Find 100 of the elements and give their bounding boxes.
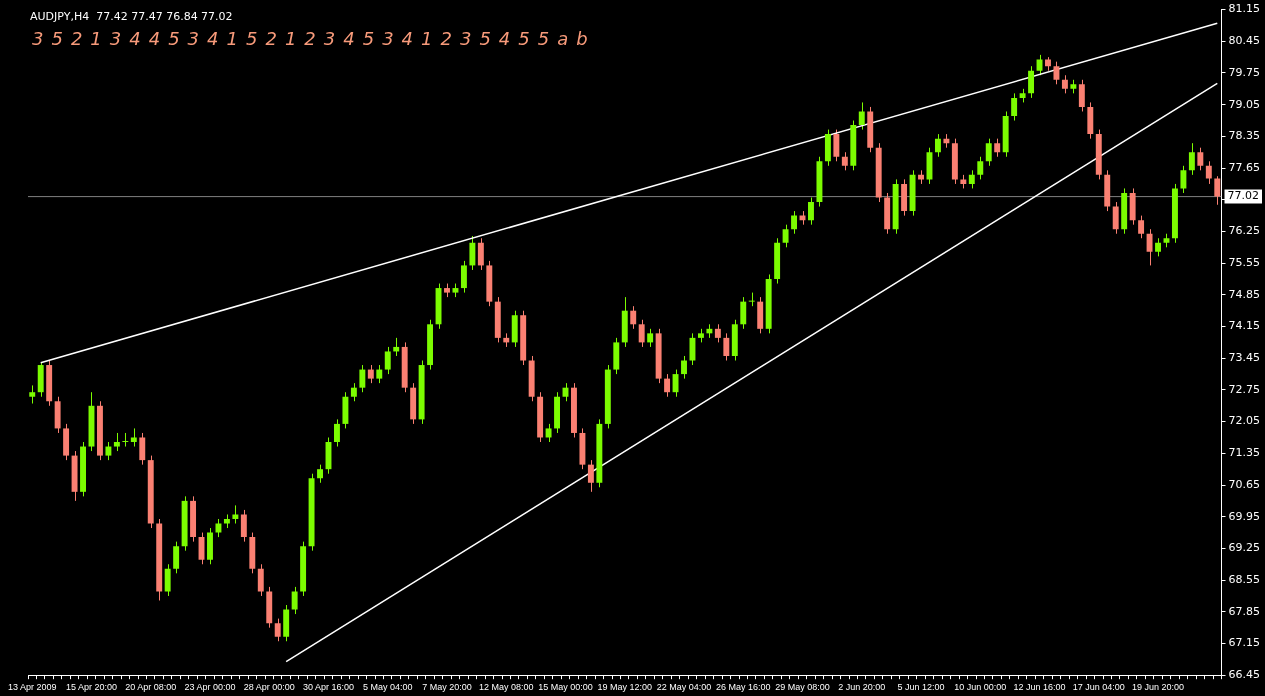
y-tick-label: 72.05: [1228, 414, 1261, 428]
candlestick: [968, 169, 975, 189]
x-tick-label: 10 Jun 00:00: [954, 682, 1007, 693]
y-tick-label: 76.25: [1228, 224, 1261, 238]
x-tick-label: 28 Apr 00:00: [243, 682, 295, 693]
annotation: 3: [382, 28, 394, 50]
candlestick: [841, 151, 848, 171]
annotation: 2: [440, 28, 452, 50]
candlestick: [587, 459, 594, 493]
candlestick: [29, 384, 36, 405]
candlestick: [1078, 79, 1085, 112]
x-tick-label: 20 Apr 08:00: [125, 682, 177, 693]
annotation: 3: [109, 28, 122, 50]
x-tick-label: 12 May 08:00: [478, 682, 534, 693]
annotation: 5: [168, 28, 180, 50]
annotation: 4: [498, 28, 511, 50]
candlestick: [545, 423, 552, 443]
annotation: 1: [226, 28, 238, 50]
annotation: 3: [187, 28, 200, 50]
candlestick: [985, 138, 992, 167]
candlestick: [723, 332, 730, 362]
y-tick-label: 71.35: [1228, 446, 1261, 460]
candlestick: [672, 369, 679, 398]
candlestick: [977, 156, 984, 180]
candlestick: [714, 323, 721, 343]
candlestick: [1053, 61, 1060, 85]
candlestick: [367, 364, 374, 384]
annotation: 5: [537, 28, 550, 50]
candlestick: [359, 364, 366, 393]
candlestick: [1155, 237, 1161, 257]
candlestick: [1028, 65, 1035, 99]
annotation: 2: [265, 28, 277, 50]
y-tick-label: 81.15: [1228, 2, 1261, 16]
x-tick-label: 13 Apr 2009: [7, 682, 57, 693]
candlestick: [122, 432, 129, 448]
y-tick-label: 74.15: [1228, 319, 1261, 333]
candlestick: [350, 382, 357, 402]
candlestick: [638, 319, 645, 348]
x-tick-label: 2 Jun 20:00: [838, 682, 886, 693]
candlestick: [664, 373, 671, 398]
y-tick-label: 80.45: [1228, 34, 1261, 48]
annotation: 5: [362, 28, 375, 50]
annotation: 4: [401, 28, 414, 50]
y-tick-label: 77.65: [1228, 160, 1261, 174]
candlestick: [317, 464, 323, 484]
y-tick-label: 79.05: [1228, 97, 1261, 111]
annotation: a: [557, 28, 569, 50]
annotation: 3: [459, 28, 472, 50]
candlestick: [240, 509, 247, 543]
y-tick-label: 72.75: [1228, 382, 1261, 396]
candlestick: [291, 586, 298, 615]
candlestick: [232, 504, 239, 525]
candlestick: [833, 129, 840, 162]
candlestick: [1112, 201, 1119, 235]
candlestick: [808, 197, 814, 226]
x-tick-label: 29 May 08:00: [775, 682, 830, 693]
candlestick: [1180, 165, 1187, 194]
annotation: 4: [148, 28, 161, 50]
candlestick: [1138, 215, 1145, 239]
candlestick: [934, 133, 941, 158]
annotation: 1: [421, 28, 433, 50]
y-tick-label: 67.85: [1228, 604, 1261, 618]
candlestick: [858, 101, 865, 131]
candlestick: [113, 432, 120, 452]
annotation: 2: [70, 28, 83, 50]
candlestick: [139, 432, 146, 466]
candlestick: [105, 441, 112, 461]
candlestick: [384, 346, 391, 375]
x-tick-label: 12 Jun 16:00: [1013, 682, 1066, 693]
annotation: b: [576, 28, 588, 50]
candlestick: [334, 418, 340, 448]
y-tick-label: 70.65: [1228, 477, 1261, 491]
candlestick: [1197, 147, 1204, 171]
annotation: 1: [284, 28, 297, 50]
candlestick: [164, 563, 171, 597]
y-tick-label: 78.35: [1228, 129, 1261, 143]
annotation: 2: [304, 28, 316, 50]
x-tick-label: 30 Apr 16:00: [302, 682, 355, 693]
x-tick-label: 15 Apr 20:00: [65, 682, 118, 693]
candlestick: [994, 138, 1001, 158]
y-tick-label: 75.55: [1228, 256, 1261, 270]
y-tick-label: 69.95: [1228, 509, 1261, 523]
candlestick: [1188, 142, 1195, 176]
y-tick-label: 74.85: [1228, 287, 1261, 301]
x-tick-label: 7 May 20:00: [422, 682, 472, 693]
y-tick-label: 73.45: [1228, 351, 1261, 365]
annotation: 4: [207, 28, 219, 50]
chart-title: AUDJPY,H4 77.42 77.47 76.84 77.02: [30, 9, 233, 23]
ref-line-label: 77.02: [1227, 189, 1260, 203]
y-tick-label: 79.75: [1228, 65, 1261, 79]
candlestick: [215, 518, 222, 538]
annotation: 3: [32, 28, 44, 50]
annotation: 4: [129, 28, 141, 50]
candlestick: [274, 618, 281, 642]
candlestick: [782, 224, 789, 248]
x-tick-label: 26 May 16:00: [715, 682, 771, 693]
x-tick-label: 5 May 04:00: [362, 682, 413, 693]
y-tick-label: 68.55: [1228, 572, 1261, 586]
candlestick: [1061, 74, 1068, 94]
annotation: 4: [343, 28, 355, 50]
